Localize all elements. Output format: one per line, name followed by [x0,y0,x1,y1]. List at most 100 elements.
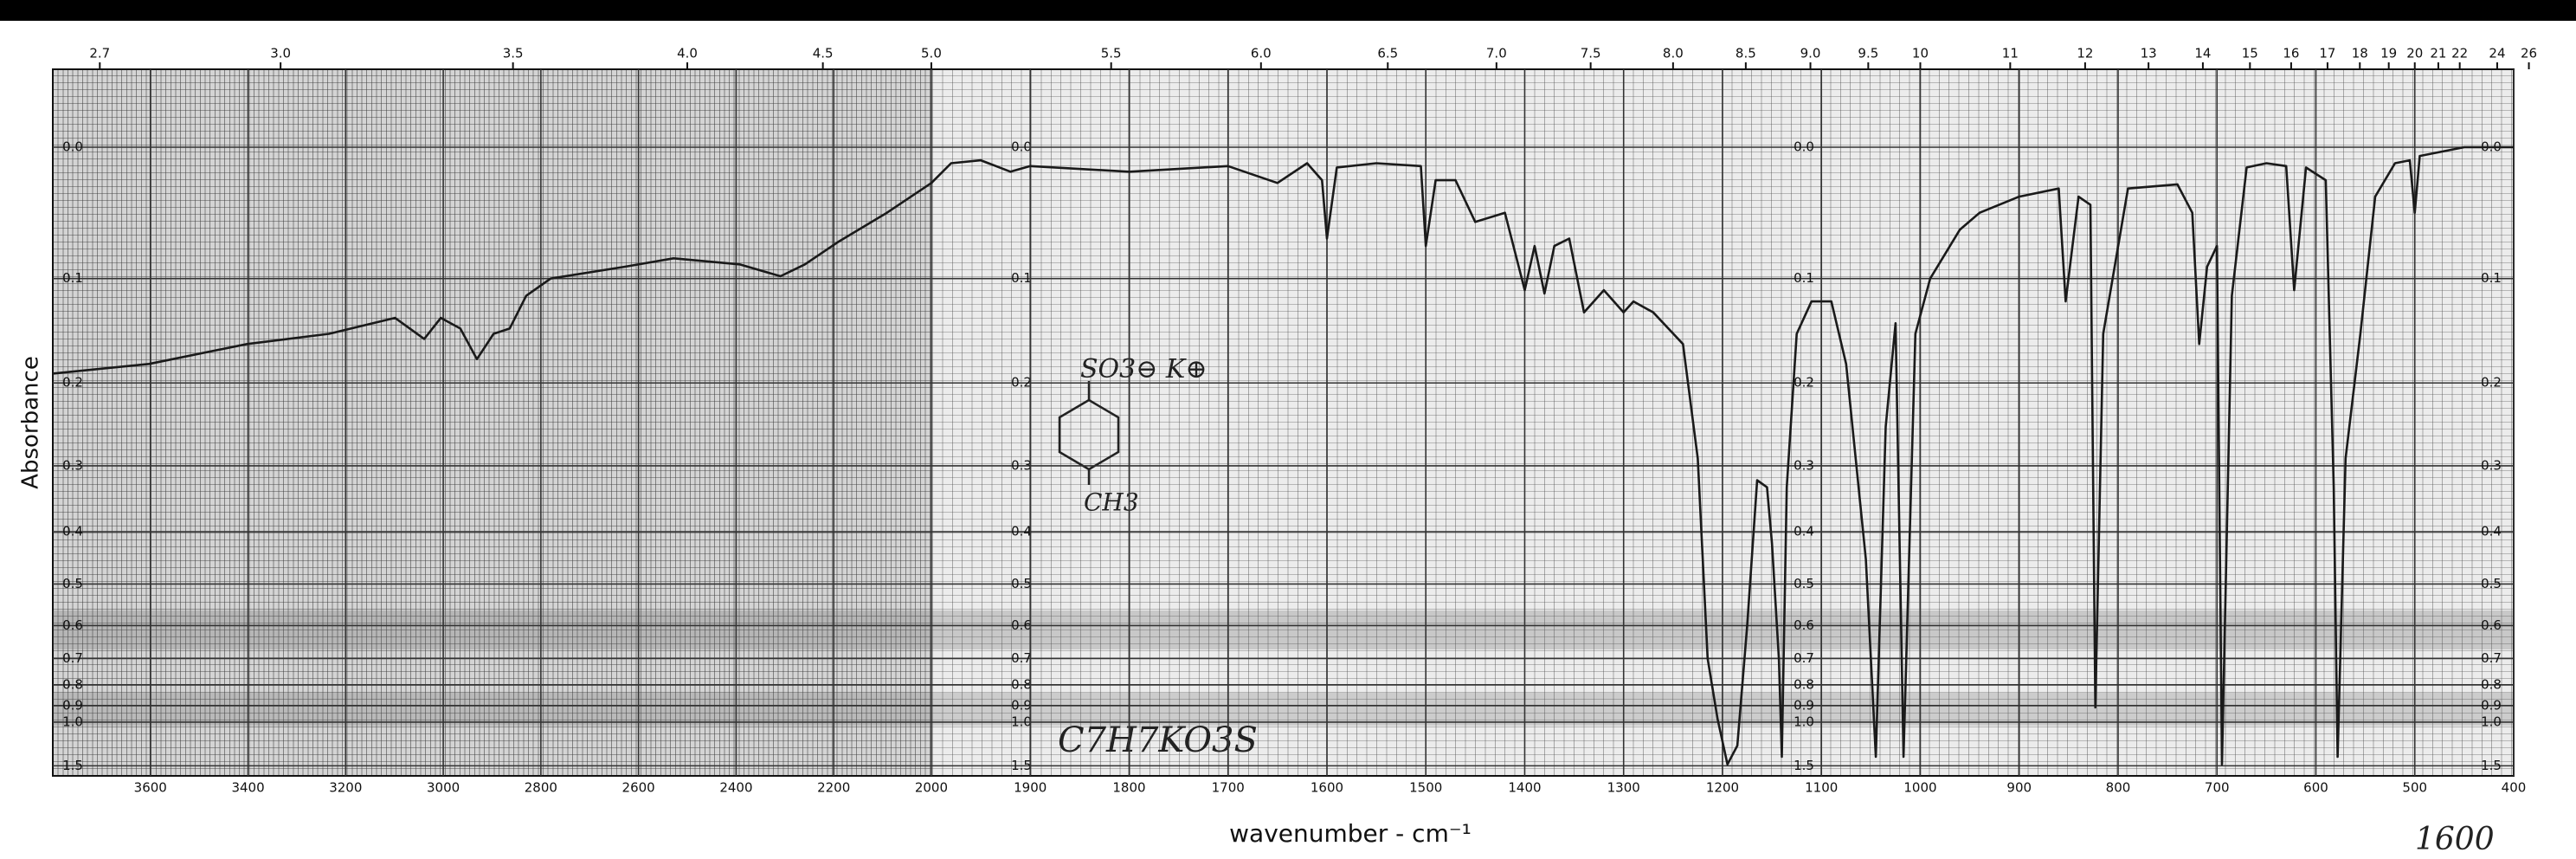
x-tick-label: 3600 [134,780,167,796]
x2-tick-label: 24 [2489,46,2505,61]
y-tick-label: 0.5 [62,576,83,591]
y-tick-label: 0.3 [62,457,83,473]
y-tick-label: 0.1 [2481,270,2502,286]
y-tick-label: 0.8 [1011,676,1032,692]
y-tick-label: 1.5 [2481,758,2502,773]
x-tick-label: 800 [2106,780,2131,796]
y-tick-label: 0.8 [62,676,83,692]
shade-band [53,610,2514,649]
y-tick-label: 1.0 [1011,714,1032,729]
plot-frame [52,68,2515,777]
y-axis-title: Absorbance [18,356,44,489]
x2-tick-label: 26 [2521,46,2537,61]
x2-tick-label: 2.7 [89,46,110,61]
y-tick-label: 0.4 [2481,524,2502,539]
x-tick-label: 2200 [817,780,850,796]
annotation: SO3⊖ K⊕ [1080,354,1207,384]
x2-tick-label: 3.5 [503,46,524,61]
y-tick-label: 0.2 [2481,375,2502,391]
y-tick-label: 0.6 [1011,617,1032,633]
y-tick-label: 0.1 [62,270,83,286]
shade-band [53,693,2514,726]
y-tick-label: 1.5 [1011,758,1032,773]
y-tick-label: 0.6 [62,617,83,633]
y-tick-label: 0.9 [1794,697,1814,713]
x2-tick-label: 5.5 [1101,46,1122,61]
x2-tick-label: 9.0 [1800,46,1821,61]
x2-tick-label: 17 [2319,46,2335,61]
x2-tick-label: 8.5 [1736,46,1756,61]
y-tick-label: 0.9 [62,697,83,713]
y-tick-label: 1.0 [62,714,83,729]
x2-tick-label: 7.0 [1486,46,1507,61]
x2-tick-label: 22 [2451,46,2468,61]
y-tick-label: 0.1 [1794,270,1814,286]
y-tick-label: 0.7 [62,650,83,666]
x2-tick-label: 6.5 [1377,46,1398,61]
x-tick-label: 1100 [1805,780,1838,796]
y-tick-label: 0.2 [1011,375,1032,391]
x2-tick-label: 4.0 [677,46,698,61]
x2-tick-label: 11 [2002,46,2019,61]
annotation: 1600 [2415,822,2495,857]
x-tick-label: 500 [2402,780,2427,796]
x2-tick-label: 12 [2077,46,2093,61]
y-tick-label: 1.5 [1794,758,1814,773]
y-tick-label: 0.0 [1794,139,1814,155]
x2-tick-label: 19 [2380,46,2397,61]
x2-tick-label: 4.5 [813,46,834,61]
x-tick-label: 2800 [525,780,557,796]
scan-border [0,0,2576,21]
y-tick-label: 1.0 [1794,714,1814,729]
annotation: CH3 [1084,488,1139,517]
y-tick-label: 0.4 [62,524,83,539]
x-tick-label: 1900 [1014,780,1046,796]
x2-tick-label: 3.0 [270,46,291,61]
x2-tick-label: 16 [2283,46,2299,61]
x2-tick-label: 5.0 [921,46,942,61]
structure [1058,381,1120,485]
x-axis-title: wavenumber - cm⁻¹ [1229,819,1472,848]
x-tick-label: 1600 [1311,780,1343,796]
x2-tick-label: 15 [2242,46,2258,61]
annotation: C7H7KO3S [1058,720,1258,760]
spectrum-line [52,145,2514,765]
x2-tick-label: 20 [2406,46,2423,61]
x-tick-label: 900 [2006,780,2032,796]
y-tick-label: 0.8 [1794,676,1814,692]
x-tick-label: 400 [2502,780,2527,796]
x-tick-label: 600 [2303,780,2328,796]
x-tick-label: 700 [2205,780,2230,796]
x2-tick-label: 18 [2352,46,2368,61]
x-tick-label: 1200 [1706,780,1739,796]
y-tick-label: 0.2 [1794,375,1814,391]
x2-tick-label: 10 [1912,46,1929,61]
x2-tick-label: 8.0 [1663,46,1684,61]
y-tick-label: 0.9 [1011,697,1032,713]
y-tick-label: 0.5 [1794,576,1814,591]
x-tick-label: 2000 [915,780,948,796]
x2-tick-label: 13 [2141,46,2157,61]
x2-tick-label: 14 [2194,46,2211,61]
x-tick-label: 3400 [231,780,264,796]
x-tick-label: 3000 [427,780,460,796]
x2-tick-label: 6.0 [1251,46,1272,61]
benzene-ring [1058,398,1120,471]
x-tick-label: 1300 [1607,780,1640,796]
y-tick-label: 0.0 [1011,139,1032,155]
y-tick-label: 0.4 [1011,524,1032,539]
x2-tick-label: 9.5 [1858,46,1878,61]
y-tick-label: 0.5 [1011,576,1032,591]
y-tick-label: 0.2 [62,375,83,391]
y-tick-label: 0.8 [2481,676,2502,692]
y-tick-label: 0.9 [2481,697,2502,713]
y-tick-label: 0.7 [2481,650,2502,666]
y-tick-label: 0.0 [62,139,83,155]
x2-tick-label: 7.5 [1581,46,1601,61]
y-tick-label: 0.3 [1011,457,1032,473]
y-tick-label: 0.4 [1794,524,1814,539]
x-tick-label: 1500 [1409,780,1442,796]
y-tick-label: 0.7 [1011,650,1032,666]
